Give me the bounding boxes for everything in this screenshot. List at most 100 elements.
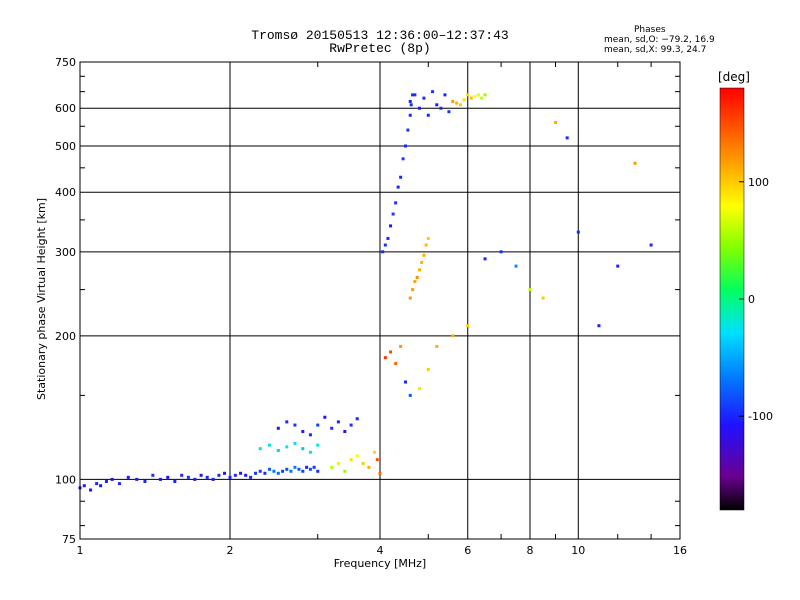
data-point [330, 426, 334, 430]
data-point [126, 475, 130, 479]
data-point [258, 447, 262, 451]
colorbar-tick-label: 100 [748, 176, 769, 189]
x-tick-label: 4 [377, 544, 384, 557]
data-point [417, 268, 421, 272]
data-point [435, 103, 439, 107]
data-point [411, 288, 415, 292]
data-point [89, 488, 93, 492]
data-point [401, 157, 405, 161]
y-tick-label: 300 [55, 246, 76, 259]
data-point [336, 420, 340, 424]
data-point [367, 465, 371, 469]
data-point [95, 482, 99, 486]
data-point [166, 475, 170, 479]
y-tick-label: 400 [55, 186, 76, 199]
data-point [330, 465, 334, 469]
data-point [143, 479, 147, 483]
data-point [633, 161, 637, 165]
data-point [417, 387, 421, 391]
data-point [205, 475, 209, 479]
data-point [193, 477, 197, 481]
data-point [403, 144, 407, 148]
data-point [110, 477, 114, 481]
data-point [239, 471, 243, 475]
stats-x-mode: mean, sd,X: 99.3, 24.7 [604, 45, 707, 55]
data-point [394, 201, 398, 205]
colorbar-tick-label: -100 [748, 410, 773, 423]
data-point [411, 93, 415, 97]
data-point [285, 420, 289, 424]
data-point [316, 443, 320, 447]
data-point [408, 296, 412, 300]
data-point [426, 367, 430, 371]
data-point [408, 393, 412, 397]
data-point [82, 484, 86, 488]
data-point [258, 469, 262, 473]
data-point [349, 423, 353, 427]
data-point [186, 475, 190, 479]
data-point [253, 471, 257, 475]
data-point [403, 380, 407, 384]
data-point [514, 264, 518, 268]
data-point [422, 96, 426, 100]
data-point [297, 467, 301, 471]
data-point [480, 96, 484, 100]
data-point [408, 113, 412, 117]
data-point [451, 99, 455, 103]
data-point [158, 477, 162, 481]
data-point [399, 175, 403, 179]
data-point [455, 101, 459, 105]
y-tick-label: 75 [62, 533, 76, 546]
stats-o-mode: mean, sd,O: −79.2, 16.9 [604, 35, 715, 45]
data-point [228, 475, 232, 479]
data-point [289, 469, 293, 473]
y-axis-label: Stationary phase Virtual Height [km] [35, 197, 48, 400]
grid-lines [80, 62, 680, 539]
data-point [349, 458, 353, 462]
data-point [233, 473, 237, 477]
y-tick-label: 750 [55, 56, 76, 69]
data-point [389, 224, 393, 228]
data-point [293, 441, 297, 445]
data-point [285, 445, 289, 449]
stats-heading: Phases [634, 25, 666, 35]
data-point [378, 471, 382, 475]
chart-title: Tromsø 20150513 12:36:00–12:37:43 [251, 28, 509, 43]
data-point [323, 415, 327, 419]
data-point [469, 96, 473, 100]
data-point [420, 260, 424, 264]
data-point [553, 121, 557, 125]
data-point [373, 450, 377, 454]
data-point [451, 334, 455, 338]
data-point [391, 212, 395, 216]
data-point [415, 276, 419, 280]
x-axis-ticks: 1 2 4 6 8 10 16 [77, 62, 687, 557]
data-point [272, 469, 276, 473]
data-point [417, 106, 421, 110]
data-point [439, 106, 443, 110]
colorbar-unit-label: [deg] [718, 70, 750, 84]
data-point [473, 94, 477, 98]
data-point [293, 465, 297, 469]
data-point [466, 93, 470, 97]
data-point [263, 471, 267, 475]
data-point [244, 473, 248, 477]
data-point [285, 467, 289, 471]
data-point [180, 473, 184, 477]
data-point [267, 467, 271, 471]
data-point [541, 296, 545, 300]
data-point [386, 236, 390, 240]
data-point [424, 243, 428, 247]
data-point [375, 458, 379, 462]
data-point [301, 430, 305, 434]
data-point [458, 103, 462, 107]
data-point [476, 93, 480, 97]
data-point [104, 479, 108, 483]
x-tick-label: 8 [527, 544, 534, 557]
data-point [276, 426, 280, 430]
data-point [343, 430, 347, 434]
data-point [396, 185, 400, 189]
data-point [426, 113, 430, 117]
data-point [151, 473, 155, 477]
